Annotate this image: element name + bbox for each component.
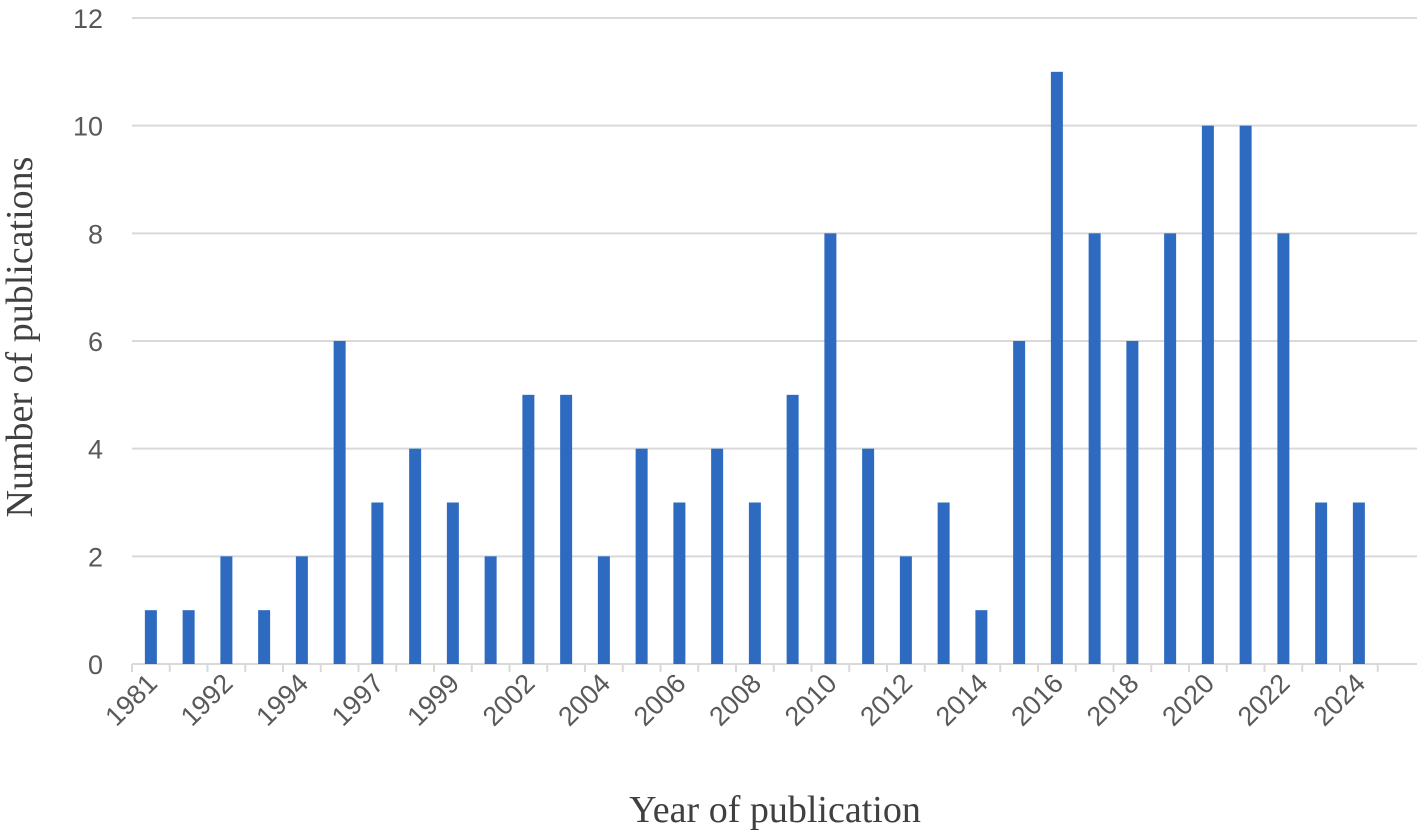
bar <box>1164 233 1177 664</box>
bar <box>673 502 686 664</box>
bar <box>333 341 346 664</box>
bar <box>522 394 535 664</box>
x-axis-title: Year of publication <box>629 789 921 831</box>
bar <box>1126 341 1139 664</box>
x-tick-label: 2006 <box>628 668 692 732</box>
x-tick-label: 2020 <box>1156 668 1220 732</box>
y-tick-label: 10 <box>73 112 103 142</box>
x-tick-label: 1999 <box>401 668 465 732</box>
bar <box>295 556 308 664</box>
bar <box>1315 502 1328 664</box>
x-tick-label: 2008 <box>703 668 767 732</box>
x-tick-label: 2022 <box>1232 668 1296 732</box>
bar <box>258 610 271 664</box>
x-tick-label: 2018 <box>1081 668 1145 732</box>
x-tick-label: 1992 <box>175 668 239 732</box>
bar <box>1050 71 1063 664</box>
y-tick-label: 4 <box>88 435 103 465</box>
bar <box>635 448 648 664</box>
x-tick-label: 2012 <box>854 668 918 732</box>
y-tick-label: 2 <box>88 542 103 572</box>
bar <box>144 610 157 664</box>
x-tick-label: 2014 <box>930 668 994 732</box>
bar <box>786 394 799 664</box>
x-tick-labels: 1981 1992 1994 1997 1999 2002 2004 2006 2008 2010… <box>99 668 1371 732</box>
bar <box>1201 125 1214 665</box>
bar <box>409 448 422 664</box>
bar <box>748 502 761 664</box>
y-tick-label: 8 <box>88 219 103 249</box>
bars <box>144 71 1365 665</box>
x-tick-label: 2002 <box>477 668 541 732</box>
bar <box>182 610 195 664</box>
x-tick-label: 1994 <box>250 668 314 732</box>
bar <box>560 394 573 664</box>
x-tick-label: 2010 <box>779 668 843 732</box>
y-tick-label: 6 <box>88 327 103 357</box>
bar <box>1013 341 1026 664</box>
bar <box>937 502 950 664</box>
bar <box>371 502 384 664</box>
y-axis-title: Number of publications <box>0 157 41 518</box>
gridlines <box>131 17 1417 672</box>
y-tick-labels: 0 2 4 6 8 10 12 <box>73 4 103 680</box>
bar <box>862 448 875 664</box>
bar <box>899 556 912 664</box>
y-tick-label: 12 <box>73 4 103 34</box>
bar <box>597 556 610 664</box>
bar <box>220 556 233 664</box>
bar <box>1352 502 1365 664</box>
bar <box>1239 125 1252 665</box>
x-tick-label: 2024 <box>1307 668 1371 732</box>
y-tick-label: 0 <box>88 650 103 680</box>
bar <box>484 556 497 664</box>
x-tick-label: 2004 <box>552 668 616 732</box>
x-tick-label: 1981 <box>99 668 163 732</box>
x-tick-label: 2016 <box>1005 668 1069 732</box>
bar <box>446 502 459 664</box>
bar <box>1088 233 1101 664</box>
bar <box>975 610 988 664</box>
bar <box>711 448 724 664</box>
bar <box>824 233 837 664</box>
x-tick-label: 1997 <box>326 668 390 732</box>
bar <box>1277 233 1290 664</box>
